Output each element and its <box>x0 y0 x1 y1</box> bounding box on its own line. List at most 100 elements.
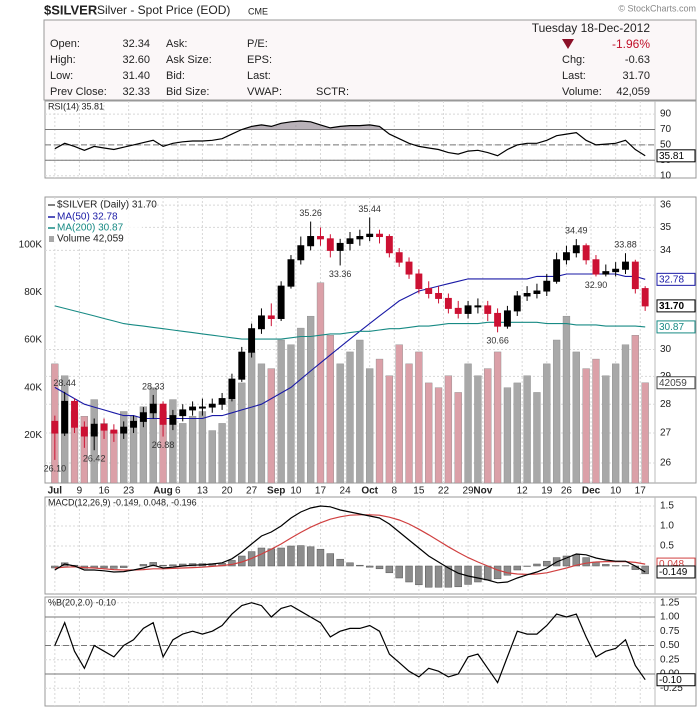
y-tick-label: 70 <box>660 124 672 135</box>
candle-body <box>533 290 541 294</box>
field-label: Low: <box>50 70 73 82</box>
price-annotation: 35.44 <box>358 204 381 214</box>
field-label: Last: <box>562 70 586 82</box>
candle-body <box>602 271 610 275</box>
y-tick-label: 0.5 <box>660 541 674 552</box>
candle-body <box>592 259 600 275</box>
histogram-bar <box>415 565 423 586</box>
moving-average <box>54 305 646 340</box>
candle-body <box>385 236 393 254</box>
x-tick-label: 27 <box>246 486 258 497</box>
x-tick-label: 15 <box>413 486 425 497</box>
field-value: 31.40 <box>122 70 150 82</box>
candle-body <box>553 259 561 282</box>
price-annotation: 33.88 <box>614 240 637 250</box>
candle-body <box>395 252 403 263</box>
volume-bar <box>385 375 393 484</box>
candle-body <box>513 295 521 312</box>
volume-tick-label: 100K <box>19 239 43 250</box>
candle-body <box>307 236 315 247</box>
volume-bar <box>405 363 413 484</box>
price-annotation: 26.42 <box>83 454 106 464</box>
candle-body <box>287 259 295 287</box>
histogram-bar <box>582 557 590 567</box>
x-tick-label: Aug <box>153 486 172 497</box>
volume-bar <box>356 339 364 484</box>
x-tick-label: 8 <box>391 486 397 497</box>
candle-body <box>189 406 197 411</box>
field-value: 32.60 <box>122 54 150 66</box>
volume-bar <box>198 411 207 484</box>
x-tick-label: 20 <box>221 486 233 497</box>
candle-body <box>356 236 364 240</box>
histogram-bar <box>297 545 305 567</box>
x-tick-label: 29 <box>463 486 475 497</box>
histogram-bar <box>385 565 394 574</box>
candle-body <box>317 236 324 240</box>
last-value-label: -0.10 <box>659 675 682 686</box>
histogram-bar <box>405 565 413 583</box>
field-label: P/E: <box>247 38 268 50</box>
x-tick-label: Sep <box>267 486 285 497</box>
histogram-bar <box>602 564 610 567</box>
y-tick-label: 1.25 <box>660 597 680 608</box>
field-value: 42,059 <box>616 86 650 98</box>
panel-title: %B(20,2.0) -0.10 <box>48 597 116 607</box>
histogram-bar <box>277 547 285 567</box>
volume-bar <box>139 406 148 484</box>
y-tick-label: 1.00 <box>660 612 680 623</box>
candle-body <box>405 261 413 275</box>
volume-bar <box>415 351 423 484</box>
field-label: Bid: <box>166 70 185 82</box>
x-tick-label: Jul <box>48 486 63 497</box>
histogram-bar <box>484 565 492 581</box>
price-annotation: 26.10 <box>44 463 67 473</box>
indicator-line <box>54 120 646 157</box>
price-annotation: 26.88 <box>152 440 175 450</box>
histogram-bar <box>316 548 325 567</box>
y-tick-label: 36 <box>660 200 672 211</box>
volume-bar <box>395 344 403 484</box>
candle-body <box>179 409 187 417</box>
candle-body <box>641 288 649 307</box>
y-tick-label: 90 <box>660 109 672 120</box>
volume-bar <box>316 282 325 484</box>
symbol: $SILVER <box>44 2 98 17</box>
volume-bar <box>444 375 453 484</box>
histogram-bar <box>572 554 580 567</box>
price-annotation: 33.36 <box>329 269 352 279</box>
field-label: EPS: <box>247 54 272 66</box>
candle-body <box>110 429 118 434</box>
volume-tick-label: 80K <box>24 287 42 298</box>
histogram-bar <box>543 560 551 567</box>
x-tick-label: 24 <box>340 486 352 497</box>
volume-bar <box>493 351 502 484</box>
legend-marker <box>49 236 54 242</box>
histogram-bar <box>346 562 354 567</box>
last-value-label: 31.70 <box>659 301 684 312</box>
candle-body <box>208 403 216 408</box>
candle-body <box>622 261 629 270</box>
histogram-bar <box>562 555 571 567</box>
volume-bar <box>641 382 649 484</box>
field-label: Open: <box>50 38 80 50</box>
volume-tick-label: 40K <box>24 382 42 393</box>
legend-entry: $SILVER (Daily) 31.70 <box>57 200 157 211</box>
candle-body <box>376 233 383 238</box>
candle-body <box>494 312 502 327</box>
x-tick-label: 19 <box>541 486 553 497</box>
price-annotation: 35.26 <box>299 208 322 218</box>
candle-body <box>218 398 226 405</box>
histogram-bar <box>110 565 118 569</box>
volume-bar <box>346 351 354 484</box>
histogram-bar <box>336 558 344 567</box>
last-value-label: 32.78 <box>659 274 684 285</box>
candle-body <box>61 400 69 434</box>
candle-body <box>228 378 236 400</box>
candle-body <box>484 305 492 314</box>
volume-bar <box>257 363 266 484</box>
y-tick-label: 34 <box>660 245 672 256</box>
histogram-bar <box>395 565 403 579</box>
histogram-bar <box>100 565 108 569</box>
